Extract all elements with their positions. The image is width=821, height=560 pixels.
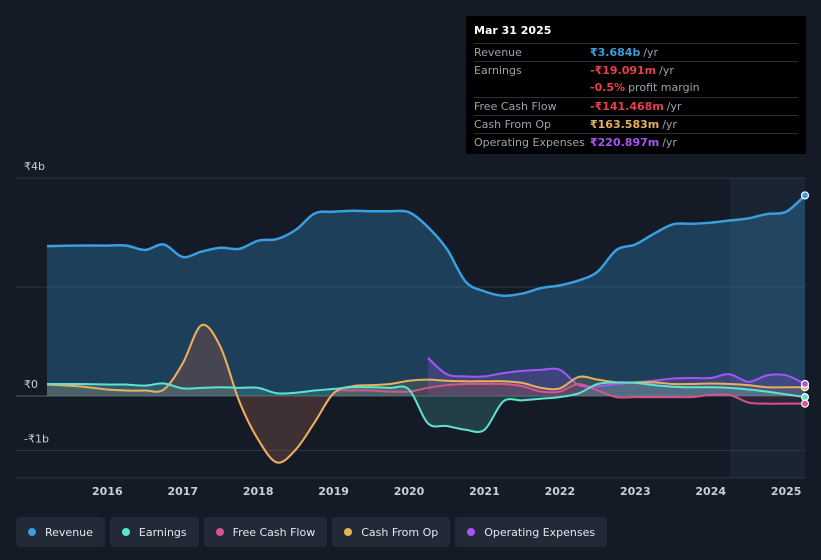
area-revenue	[47, 195, 805, 396]
y-tick-label: ₹0	[24, 378, 38, 391]
x-tick-label: 2018	[243, 485, 274, 498]
end-marker-revenue	[800, 191, 810, 200]
tooltip-row-unit: profit margin	[628, 81, 700, 95]
tooltip-row-value: ₹220.897m	[590, 135, 660, 149]
legend-dot-icon	[215, 528, 224, 536]
area-cash-from-op	[47, 324, 805, 463]
tooltip-row-unit: /yr	[666, 99, 682, 113]
tooltip-row-value: -₹141.468m	[590, 99, 664, 113]
grid	[16, 177, 805, 479]
tooltip-row: Revenue ₹3.684b/yr	[474, 43, 798, 61]
tooltip-row-value: ₹3.684b	[590, 46, 641, 59]
legend-item-free-cash-flow[interactable]: Free Cash Flow	[203, 517, 328, 547]
x-tick-label: 2020	[394, 485, 425, 498]
tooltip-row-value: -₹19.091m	[590, 64, 657, 78]
line-cash-from-op	[46, 323, 805, 464]
tooltip-row-label: Cash From Op	[474, 117, 552, 131]
legend-item-earnings[interactable]: Earnings	[109, 517, 199, 547]
tooltip-row-unit: /yr	[662, 135, 677, 149]
end-marker-operating-expenses	[800, 379, 810, 389]
x-tick-label: 2022	[545, 485, 576, 498]
tooltip-row-unit: /yr	[643, 46, 659, 59]
tooltip-row-label	[474, 79, 590, 96]
tooltip-row-label: Operating Expenses	[474, 135, 585, 149]
legend-dot-icon	[467, 528, 476, 536]
legend-dot-icon	[344, 528, 353, 536]
legend-item-cash-from-op[interactable]: Cash From Op	[332, 517, 451, 547]
x-tick-label: 2016	[92, 485, 123, 498]
x-tick-label: 2025	[771, 485, 802, 498]
highlight-band	[730, 178, 805, 478]
tooltip-row: Operating Expenses ₹220.897m/yr	[474, 132, 798, 151]
tooltip-row: Cash From Op ₹163.583m/yr	[474, 114, 798, 133]
tooltip-row-value: ₹163.583m	[590, 117, 660, 131]
legend-label: Earnings	[138, 525, 187, 539]
y-axis-ticks: ₹4b ₹0 -₹1b	[24, 160, 49, 446]
series-areas	[47, 195, 805, 463]
legend-label: Cash From Op	[361, 525, 439, 539]
tooltip-row-value: -0.5%	[590, 81, 626, 95]
series-lines	[46, 194, 806, 464]
x-tick-label: 2017	[167, 485, 198, 498]
legend-dot-icon	[28, 528, 36, 536]
line-revenue	[46, 194, 806, 298]
tooltip-row: Earnings -₹19.091m/yr	[474, 61, 798, 79]
tooltip-panel: Mar 31 2025 Revenue ₹3.684b/yr Earnings -₹1…	[466, 16, 806, 154]
line-earnings	[46, 381, 806, 434]
tooltip-rows: Revenue ₹3.684b/yr Earnings -₹19.091m/yr -0.…	[474, 43, 798, 151]
y-tick-label: -₹1b	[24, 433, 49, 446]
tooltip-date: Mar 31 2025	[474, 24, 552, 37]
legend-item-revenue[interactable]: Revenue	[16, 517, 105, 547]
x-tick-label: 2019	[318, 485, 349, 498]
x-tick-label: 2023	[620, 485, 651, 498]
end-marker-free-cash-flow	[800, 399, 810, 408]
legend-label: Free Cash Flow	[232, 525, 316, 539]
legend-label: Revenue	[45, 525, 93, 539]
tooltip-row-label: Revenue	[474, 46, 522, 59]
legend-label: Operating Expenses	[484, 525, 596, 539]
tooltip-row-label: Earnings	[474, 64, 522, 78]
line-operating-expenses	[427, 357, 806, 388]
series-end-markers	[800, 191, 810, 408]
legend: Revenue Earnings Free Cash Flow Cash From O…	[16, 517, 608, 547]
tooltip-row-label: Free Cash Flow	[474, 99, 557, 113]
x-tick-label: 2024	[695, 485, 726, 498]
y-tick-label: ₹4b	[24, 160, 45, 173]
area-free-cash-flow	[47, 324, 805, 463]
legend-dot-icon	[121, 528, 130, 536]
legend-item-operating-expenses[interactable]: Operating Expenses	[455, 517, 608, 547]
x-axis-ticks: 2016 2017 2018 2019 2020 2021 2022 2023 2024 2025	[92, 485, 801, 498]
tooltip-row: Free Cash Flow -₹141.468m/yr	[474, 96, 798, 115]
tooltip-row: -0.5% profit margin	[474, 79, 798, 96]
tooltip-row-unit: /yr	[662, 117, 677, 131]
x-tick-label: 2021	[469, 485, 500, 498]
tooltip-row-unit: /yr	[659, 64, 674, 78]
